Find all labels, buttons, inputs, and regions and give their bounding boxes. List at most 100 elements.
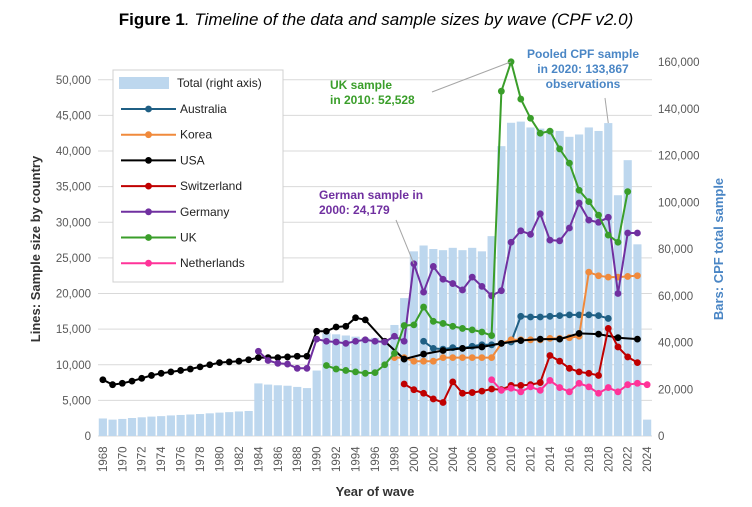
data-point [488,376,496,384]
bar [195,414,205,436]
data-point [293,364,301,372]
x-tick-label: 1988 [292,446,304,472]
data-point [546,236,554,244]
data-point [138,374,146,382]
data-point [391,332,398,340]
data-point [546,377,554,384]
x-tick-label: 2012 [526,446,538,472]
bar [322,333,331,436]
data-point [604,213,612,221]
data-point [478,354,486,362]
data-point [323,337,330,345]
series-germany [254,199,641,372]
bar [176,414,185,436]
left-axis-ticks: 0 5,000 10,000 15,000 20,000 25,000 30,000 35,0… [56,75,91,443]
data-point [634,359,641,367]
bar [98,418,107,436]
data-point [556,384,564,391]
annotation-line: German sample in [319,188,423,202]
series-netherlands [488,376,651,397]
bar [293,386,302,436]
data-point [575,379,583,387]
data-point [313,327,321,335]
data-point [585,311,593,319]
annotation-line: Pooled CPF sample [527,47,639,61]
data-point [342,367,350,374]
data-point [585,369,593,377]
data-point [604,315,612,322]
data-point [595,330,602,338]
data-point [527,313,534,321]
legend-item-uk: UK [121,231,197,245]
data-point [565,364,573,372]
x-tick-label: 1980 [214,446,226,472]
data-point [604,273,612,281]
y2-tick-label: 60,000 [658,291,693,303]
data-point [303,364,311,372]
series-line [257,200,638,370]
data-point [400,337,408,345]
data-point [420,357,427,365]
data-point [361,316,369,324]
legend-item-switzerland: Switzerland [121,179,242,193]
data-point [128,377,136,385]
bar [526,127,535,436]
bar [147,416,156,436]
data-point [556,312,564,320]
legend-item-germany: Germany [121,205,229,219]
legend-marker [145,105,152,113]
data-point [109,381,116,389]
data-point [497,87,505,95]
data-point [206,361,214,369]
x-tick-label: 2018 [584,446,596,472]
bar [225,412,234,436]
annotation-german: German sample in 2000: 24,179 [319,188,423,264]
data-point [381,338,389,346]
bar [400,298,409,436]
data-point [614,290,622,297]
bar [351,336,360,436]
data-point [439,347,447,354]
bar [283,385,292,436]
callout-line [431,61,512,93]
figure-label: Figure 1 [118,10,185,29]
data-point [536,335,544,343]
data-point [429,263,437,270]
bar [157,416,166,436]
data-point [546,127,554,135]
data-point [556,145,564,153]
data-point [565,388,573,396]
x-tick-label: 1978 [195,446,207,472]
x-tick-label: 1992 [331,446,343,472]
bar [273,385,282,436]
data-point [614,238,622,246]
data-point [439,275,447,283]
data-point [575,330,583,337]
y2-tick-label: 120,000 [658,151,700,163]
legend: Total (right axis) Australia Korea USA Switz… [112,69,284,283]
legend-marker [145,131,152,139]
callout-line [604,97,609,124]
data-point [429,357,437,365]
data-point [595,372,602,379]
bar [390,324,399,436]
data-point [517,95,525,103]
x-tick-label: 1970 [117,446,129,472]
bar [166,415,175,436]
data-point [546,352,554,359]
bar [448,247,457,436]
x-axis-ticks: 1968 1970 1972 1974 1976 1978 1980 1982 1984 1986… [98,446,654,472]
data-point [488,332,496,339]
data-point [361,336,369,344]
x-tick-label: 1974 [156,446,168,472]
y-tick-label: 20,000 [56,289,91,301]
y-tick-label: 0 [85,431,91,443]
bar [118,418,127,436]
x-tick-label: 2022 [623,446,635,472]
data-point [216,359,223,367]
data-point [614,334,622,342]
data-point [634,229,641,237]
data-point [497,287,505,295]
x-tick-label: 1968 [98,446,110,472]
right-axis-ticks: 0 20,000 40,000 60,000 80,000 100,000 120,000 1… [658,57,700,443]
